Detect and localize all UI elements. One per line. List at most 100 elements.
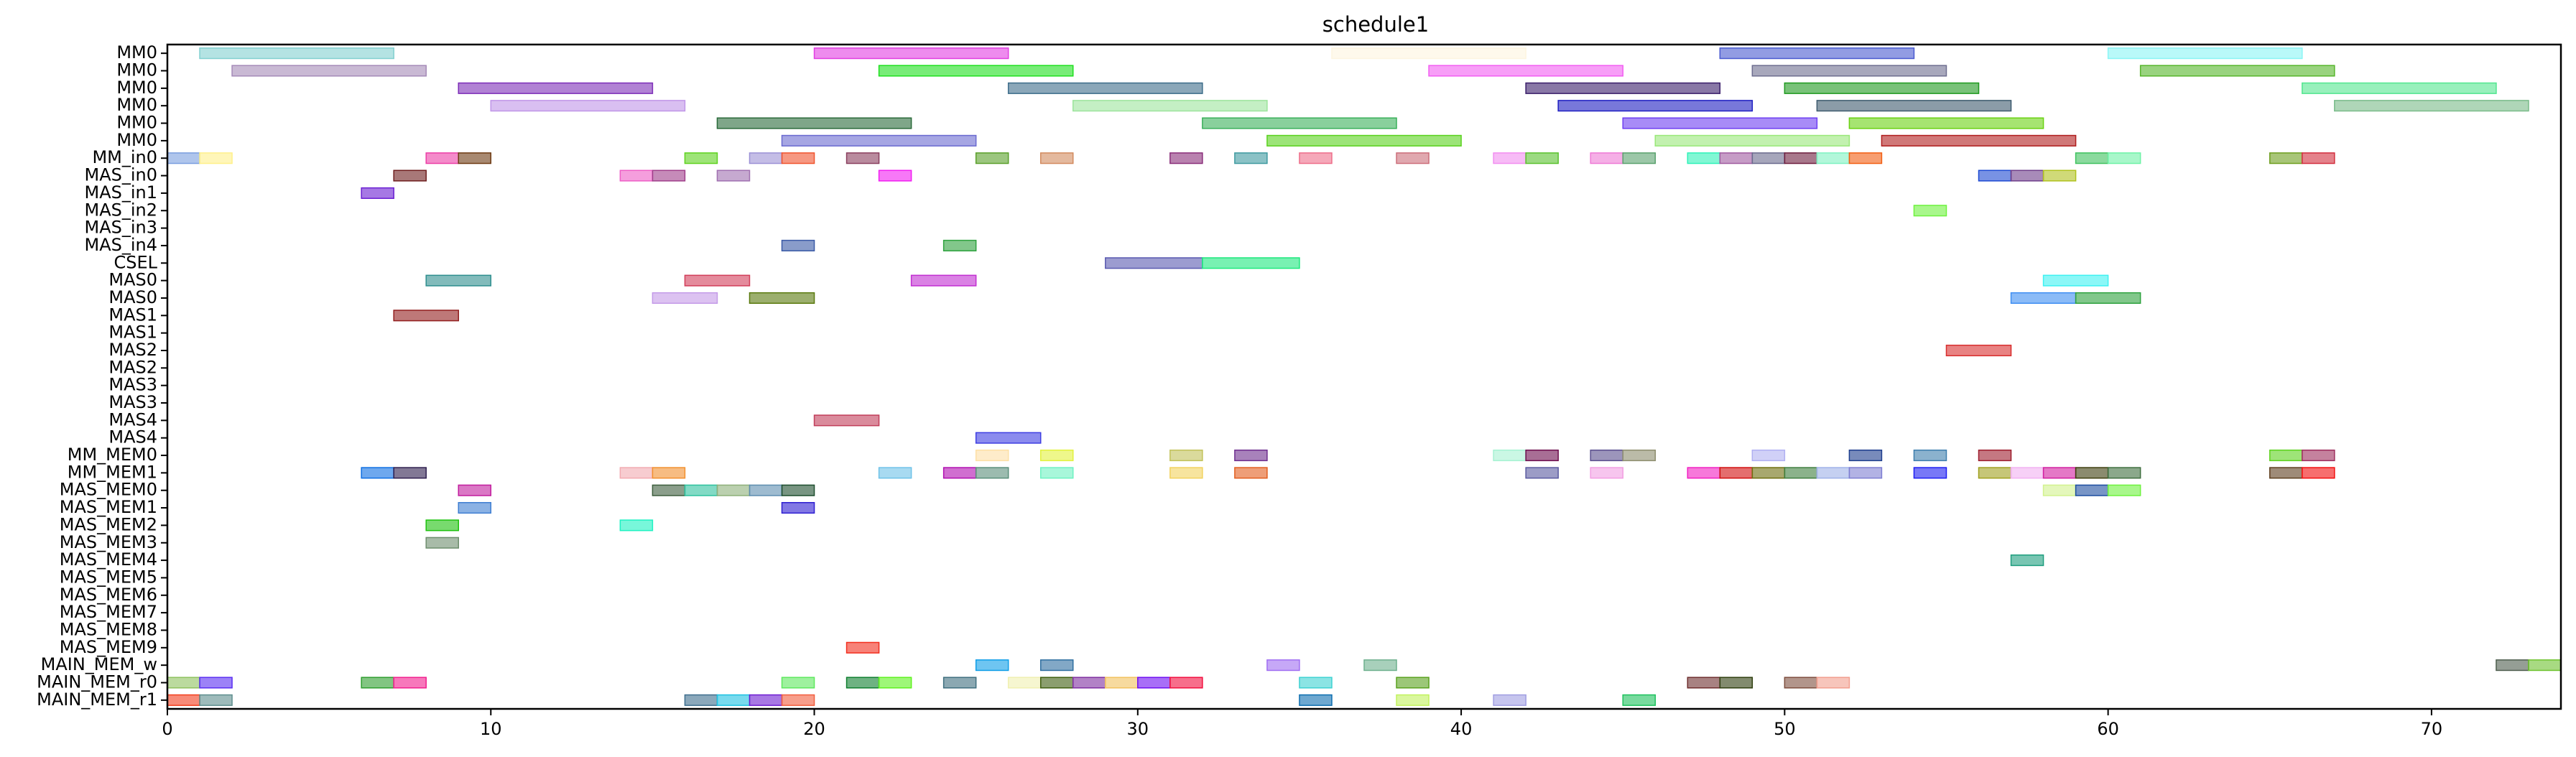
task-bar bbox=[878, 467, 912, 479]
task-bar bbox=[1007, 677, 1042, 689]
task-bar bbox=[716, 694, 751, 706]
task-bar bbox=[393, 467, 427, 479]
task-bar bbox=[1525, 82, 1721, 94]
task-bar bbox=[781, 134, 977, 147]
task-bar bbox=[2010, 169, 2044, 182]
task-bar bbox=[1169, 152, 1203, 164]
task-bar bbox=[975, 152, 1009, 164]
task-bar bbox=[2010, 467, 2044, 479]
task-bar bbox=[845, 677, 880, 689]
x-tick-label: 20 bbox=[803, 719, 825, 739]
task-bar bbox=[1719, 152, 1753, 164]
task-bar bbox=[1751, 152, 1786, 164]
task-bar bbox=[1913, 449, 1947, 462]
task-bar bbox=[393, 310, 459, 322]
task-bar bbox=[1816, 100, 2012, 112]
task-bar bbox=[1493, 694, 1526, 706]
task-bar bbox=[1525, 467, 1559, 479]
task-bar bbox=[1072, 677, 1106, 689]
task-bar bbox=[1913, 205, 1947, 217]
task-bar bbox=[1687, 677, 1721, 689]
task-bar bbox=[652, 484, 686, 496]
x-tick-label: 0 bbox=[162, 719, 172, 739]
task-bar bbox=[361, 677, 394, 689]
task-bar bbox=[1913, 467, 1947, 479]
task-bar bbox=[684, 274, 751, 287]
task-bar bbox=[1687, 152, 1721, 164]
x-tick-label: 40 bbox=[1450, 719, 1473, 739]
task-bar bbox=[167, 152, 200, 164]
task-bar bbox=[1202, 257, 1300, 269]
y-tick-label: MAS_MEM1 bbox=[60, 497, 157, 517]
task-bar bbox=[1039, 467, 1074, 479]
task-bar bbox=[975, 659, 1009, 672]
task-bar bbox=[910, 274, 977, 287]
y-tick-label: MM0 bbox=[116, 130, 157, 150]
task-bar bbox=[1848, 117, 2044, 129]
task-bar bbox=[1072, 100, 1268, 112]
task-bar bbox=[1396, 694, 1430, 706]
task-bar bbox=[1622, 117, 1818, 129]
task-bar bbox=[2042, 467, 2077, 479]
y-tick-label: MAIN_MEM_w bbox=[41, 654, 157, 674]
x-tick-label: 30 bbox=[1127, 719, 1149, 739]
task-bar bbox=[1751, 65, 1947, 77]
task-bar bbox=[1299, 694, 1333, 706]
task-bar bbox=[1848, 467, 1883, 479]
y-tick-label: MAS_MEM0 bbox=[60, 480, 157, 500]
task-bar bbox=[2010, 292, 2077, 305]
task-bar bbox=[458, 502, 492, 514]
task-bar bbox=[1266, 134, 1462, 147]
task-bar bbox=[2107, 152, 2141, 164]
task-bar bbox=[458, 82, 654, 94]
task-bar bbox=[975, 467, 1009, 479]
y-tick-label: MM0 bbox=[116, 78, 157, 98]
y-tick-label: MAIN_MEM_r0 bbox=[37, 672, 157, 692]
task-bar bbox=[2269, 467, 2303, 479]
task-bar bbox=[1848, 152, 1883, 164]
task-bar bbox=[813, 414, 880, 427]
task-bar bbox=[716, 169, 751, 182]
y-tick-label: MAS1 bbox=[108, 322, 157, 343]
task-bar bbox=[2042, 484, 2077, 496]
task-bar bbox=[425, 274, 492, 287]
task-bar bbox=[2075, 152, 2109, 164]
task-bar bbox=[1525, 449, 1559, 462]
task-bar bbox=[619, 169, 654, 182]
task-bar bbox=[781, 502, 815, 514]
task-bar bbox=[2075, 467, 2109, 479]
task-bar bbox=[878, 677, 912, 689]
task-bar bbox=[1622, 694, 1656, 706]
task-bar bbox=[2302, 449, 2335, 462]
y-tick-label: MAS_MEM5 bbox=[60, 567, 157, 587]
task-bar bbox=[2302, 152, 2335, 164]
task-bar bbox=[1266, 659, 1300, 672]
task-bar bbox=[975, 432, 1042, 444]
x-tick-label: 70 bbox=[2421, 719, 2443, 739]
y-tick-label: MAS4 bbox=[108, 409, 157, 429]
y-tick-label: MAS_MEM9 bbox=[60, 637, 157, 657]
task-bar bbox=[1816, 677, 1850, 689]
task-bar bbox=[1784, 82, 1980, 94]
task-bar bbox=[942, 239, 977, 251]
task-bar bbox=[942, 467, 977, 479]
task-bar bbox=[1816, 152, 1850, 164]
task-bar bbox=[1557, 100, 1753, 112]
task-bar bbox=[1622, 152, 1656, 164]
task-bar bbox=[1719, 677, 1753, 689]
task-bar bbox=[716, 117, 912, 129]
task-bar bbox=[781, 694, 815, 706]
task-bar bbox=[1784, 677, 1818, 689]
task-bar bbox=[490, 100, 686, 112]
task-bar bbox=[2269, 449, 2303, 462]
task-bar bbox=[1428, 65, 1623, 77]
task-bar bbox=[1105, 677, 1139, 689]
task-bar bbox=[2528, 659, 2562, 672]
task-bar bbox=[1234, 467, 1268, 479]
task-bar bbox=[425, 152, 459, 164]
y-tick-label: CSEL bbox=[113, 252, 157, 272]
task-bar bbox=[231, 65, 427, 77]
task-bar bbox=[1007, 82, 1203, 94]
task-bar bbox=[167, 694, 200, 706]
